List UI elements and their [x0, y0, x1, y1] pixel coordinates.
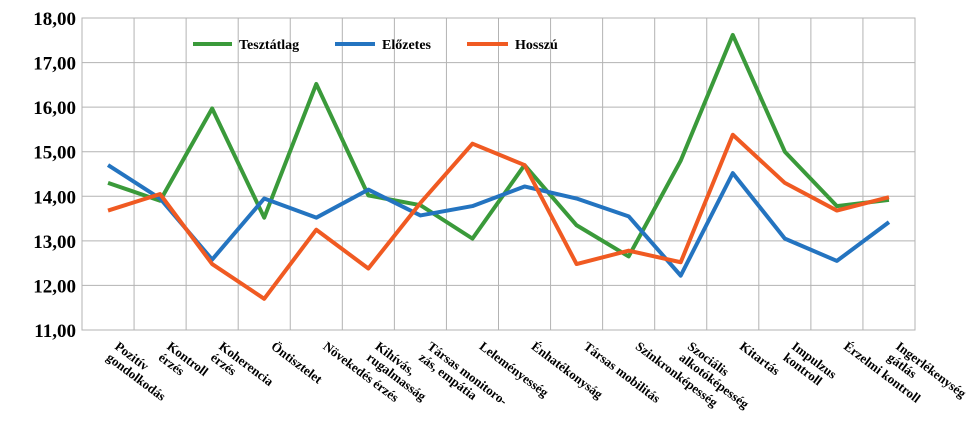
legend-item-elozetes: Előzetes [335, 38, 432, 53]
legend-item-tesztatlag: Tesztátlag [193, 38, 299, 53]
y-tick-label: 12,00 [33, 276, 76, 297]
legend-label-elozetes: Előzetes [382, 38, 432, 53]
x-tick-label: Öntisztelet [268, 338, 325, 386]
legend-item-hosszu: Hosszú [467, 38, 558, 53]
y-tick-label: 17,00 [33, 54, 76, 75]
y-tick-label: 15,00 [33, 143, 76, 164]
legend-label-tesztatlag: Tesztátlag [239, 38, 299, 53]
series-line-0 [107, 32, 890, 259]
x-tick-label: Koherenciaérzés [208, 338, 277, 400]
y-tick-label: 11,00 [34, 321, 76, 342]
x-tick-label: Kitartás [737, 338, 783, 378]
series-line-2 [107, 132, 890, 301]
legend: Tesztátlag Előzetes Hosszú [193, 38, 558, 53]
x-tick-label: Impulzuskontroll [781, 338, 840, 392]
y-tick-label: 18,00 [33, 9, 76, 30]
series-line-1 [106, 163, 891, 278]
y-axis-tick-labels: 11,00 12,00 13,00 14,00 15,00 16,00 17,00 18,00 [33, 9, 76, 342]
y-tick-label: 13,00 [33, 232, 76, 253]
y-tick-label: 14,00 [33, 187, 76, 208]
y-tick-label: 16,00 [33, 98, 76, 119]
legend-label-hosszu: Hosszú [515, 38, 558, 53]
series-lines [106, 32, 891, 301]
gridlines [81, 17, 916, 331]
x-tick-label: Kontrollérzés [156, 338, 212, 390]
